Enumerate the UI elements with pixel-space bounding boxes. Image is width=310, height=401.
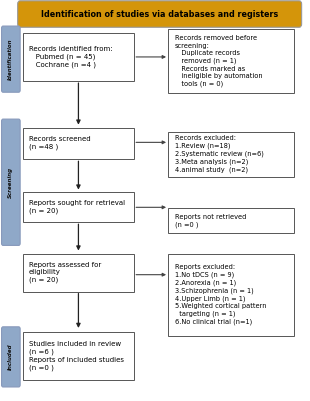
FancyBboxPatch shape: [2, 327, 20, 387]
Text: Screening: Screening: [8, 167, 13, 198]
Text: Records excluded:
1.Review (n=18)
2.Systematic review (n=6)
3.Meta analysis (n=2: Records excluded: 1.Review (n=18) 2.Syst…: [175, 136, 264, 173]
FancyBboxPatch shape: [168, 29, 294, 93]
FancyBboxPatch shape: [23, 192, 134, 222]
Text: Studies included in review
(n =6 )
Reports of included studies
(n =0 ): Studies included in review (n =6 ) Repor…: [29, 341, 124, 371]
FancyBboxPatch shape: [23, 33, 134, 81]
Text: Records identified from:
   Pubmed (n = 45)
   Cochrane (n =4 ): Records identified from: Pubmed (n = 45)…: [29, 46, 113, 68]
FancyBboxPatch shape: [168, 208, 294, 233]
FancyBboxPatch shape: [2, 26, 20, 92]
Text: Reports sought for retrieval
(n = 20): Reports sought for retrieval (n = 20): [29, 200, 125, 214]
FancyBboxPatch shape: [168, 132, 294, 177]
Text: Records screened
(n =48 ): Records screened (n =48 ): [29, 136, 91, 150]
Text: Reports excluded:
1.No tDCS (n = 9)
2.Anorexia (n = 1)
3.Schizophrenia (n = 1)
4: Reports excluded: 1.No tDCS (n = 9) 2.An…: [175, 264, 266, 326]
FancyBboxPatch shape: [168, 254, 294, 336]
Text: Identification of studies via databases and registers: Identification of studies via databases …: [41, 10, 278, 18]
FancyBboxPatch shape: [23, 254, 134, 292]
Text: Reports assessed for
eligibility
(n = 20): Reports assessed for eligibility (n = 20…: [29, 262, 101, 284]
Text: Included: Included: [8, 344, 13, 370]
FancyBboxPatch shape: [23, 128, 134, 159]
Text: Reports not retrieved
(n =0 ): Reports not retrieved (n =0 ): [175, 214, 246, 227]
FancyBboxPatch shape: [2, 119, 20, 245]
FancyBboxPatch shape: [18, 1, 302, 27]
Text: Records removed before
screening:
   Duplicate records
   removed (n = 1)
   Rec: Records removed before screening: Duplic…: [175, 35, 262, 87]
FancyBboxPatch shape: [23, 332, 134, 380]
Text: Identification: Identification: [8, 38, 13, 80]
